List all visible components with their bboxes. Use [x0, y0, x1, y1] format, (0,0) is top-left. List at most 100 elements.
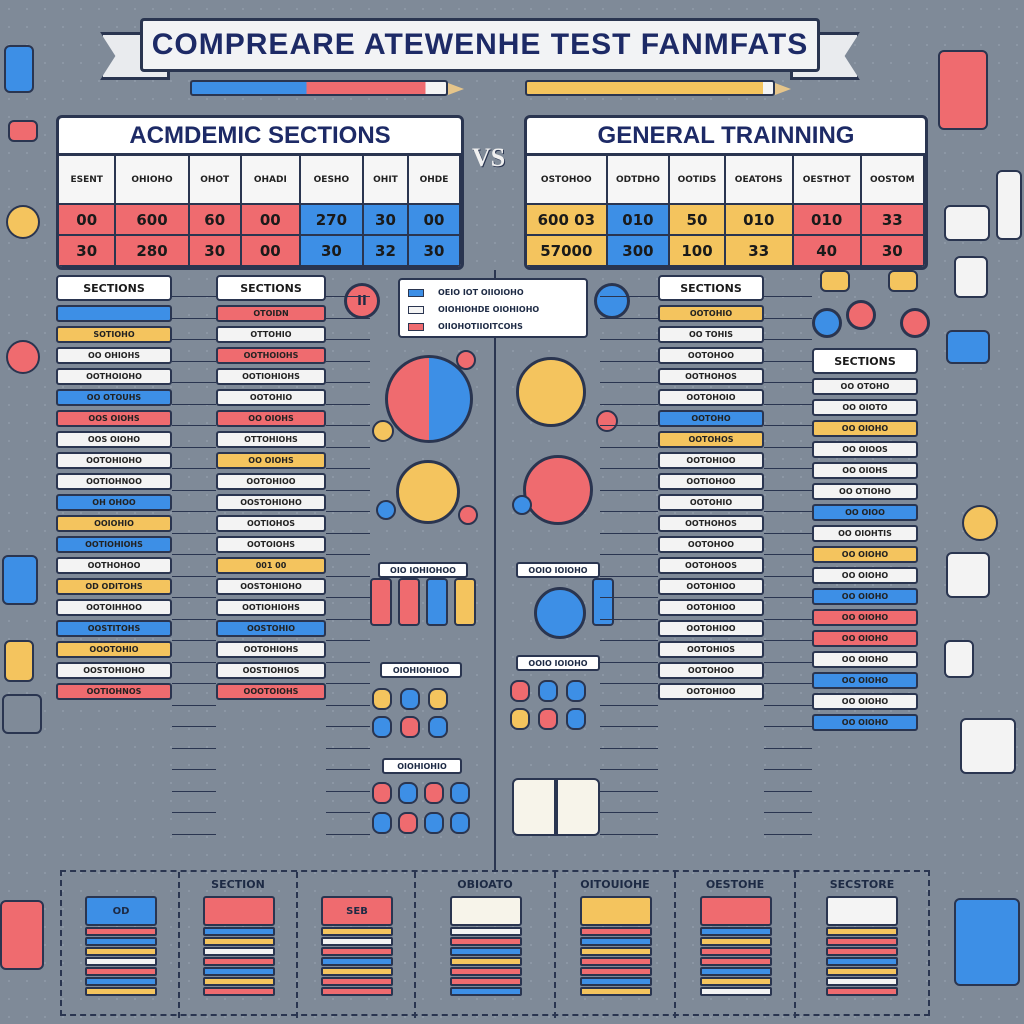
connector-line: [172, 317, 216, 319]
connector-line: [326, 769, 370, 770]
open-book-icon: [512, 778, 600, 840]
chip-icon: [428, 716, 448, 738]
section-row: OO OIOHO: [812, 714, 918, 731]
book-spine: [203, 967, 275, 976]
connector-line: [326, 317, 370, 319]
book-cover: [700, 896, 772, 926]
book-spine: [85, 967, 157, 976]
document-icon: [946, 552, 990, 598]
connector-line: [764, 597, 812, 598]
connector-line: [172, 511, 216, 512]
connector-line: [326, 726, 370, 727]
connector-line: [600, 812, 658, 813]
connector-line: [600, 618, 658, 620]
connector-line: [600, 511, 658, 512]
legend-box: OEIO IOT OIIOIOHO OIOHIOHDE OIOHIOHO OIIOH…: [398, 278, 588, 338]
gear-icon: [523, 455, 593, 525]
book-spine: [203, 987, 275, 996]
section-row: OOSTIOHIOS: [216, 662, 326, 679]
table-cell: 010: [724, 204, 794, 236]
table-cell: 33: [724, 235, 794, 267]
title-band: COMPREARE ATEWENHE TEST FANMFATS: [140, 18, 820, 72]
column-header: OESTHOT: [792, 156, 862, 205]
book-spine: [826, 927, 898, 936]
column-head: SECTIONS: [56, 275, 172, 301]
section-row: OH OHOO: [56, 494, 172, 511]
connector-line: [764, 296, 812, 297]
book-spine: [321, 947, 393, 956]
connector-line: [764, 532, 812, 534]
column-header: OHADI: [240, 156, 301, 205]
academic-sections-column-2: SECTIONS OTOIDN OTTOHIO OOTHOIOHS OOTIOHIOHS…: [216, 275, 326, 704]
connector-line: [764, 511, 812, 512]
section-row: OOTOHIOO: [658, 683, 764, 700]
connector-line: [600, 339, 658, 340]
book-spine: [203, 977, 275, 986]
bottom-cell-label: OITOUIOHE: [580, 878, 650, 891]
connector-line: [600, 683, 658, 684]
book-spine: [450, 937, 522, 946]
bottom-cell-label: SECTION: [211, 878, 265, 891]
academic-table: ESENT OHIOHO OHOT OHADI OESHO OHIT OHDE 00 600 6…: [59, 156, 461, 267]
sticky-note-icon: [820, 270, 850, 292]
bottom-cell: OESTOHE: [676, 872, 796, 1018]
document-icon: [996, 170, 1022, 240]
book-spine: [450, 967, 522, 976]
section-row: OOTHOHOS: [658, 368, 764, 385]
table-cell: 30: [860, 235, 925, 267]
connector-line: [764, 317, 812, 319]
connector-line: [172, 704, 216, 706]
section-row: OO OIOHO: [812, 630, 918, 647]
section-row: OOTIOHOS: [216, 515, 326, 532]
table-cell: 00: [240, 204, 301, 236]
book-spine: [826, 937, 898, 946]
connector-line: [600, 296, 658, 297]
connector-line: [764, 446, 812, 448]
column-header: ODTDHO: [606, 156, 671, 205]
bottom-cell: OITOUIOHE: [556, 872, 676, 1018]
bottom-panel: OD SECTION SEB OBIOATO OITOUIOHE OESTOHE SECST…: [60, 870, 930, 1018]
book-spine: [700, 947, 772, 956]
book-spine: [450, 957, 522, 966]
legend-swatch: [408, 305, 424, 314]
connector-line: [172, 382, 216, 383]
connector-line: [326, 446, 370, 448]
book-spine: [580, 957, 652, 966]
table-cell: 600: [115, 204, 190, 236]
section-row: OO OIOO: [812, 504, 918, 521]
connector-line: [764, 704, 812, 706]
book-cover: [826, 896, 898, 926]
book-cover: SEB: [321, 896, 393, 926]
connector-line: [326, 382, 370, 383]
book-cover: OD: [85, 896, 157, 926]
connector-line: [326, 339, 370, 340]
book-spine: [203, 937, 275, 946]
column-header: OOSTOM: [860, 156, 925, 205]
connector-line: [764, 640, 812, 641]
connector-line: [600, 489, 658, 491]
connector-line: [326, 597, 370, 598]
section-row: OOTOHIOHO: [56, 452, 172, 469]
chip-icon: [450, 812, 470, 834]
connector-line: [326, 532, 370, 534]
phone-icon: [938, 50, 988, 130]
card-icon: [370, 578, 392, 626]
red-badge-icon: II: [344, 283, 380, 319]
book-spine: [700, 927, 772, 936]
card-icon: [454, 578, 476, 626]
avatar: [6, 205, 40, 239]
general-sections-column-1: SECTIONS OOTOHIO OO TOHIS OOTOHOO OOTHOHOS OO…: [658, 275, 764, 704]
section-row: OO OHIOHS: [56, 347, 172, 364]
books-stack-icon: [954, 898, 1020, 986]
connector-line: [172, 597, 216, 598]
section-row: OO OIOHO: [812, 672, 918, 689]
table-cell: 00: [407, 204, 461, 236]
section-row: OTTOHIOHS: [216, 431, 326, 448]
section-row: OOTOHIO: [658, 494, 764, 511]
connector-line: [326, 360, 370, 362]
connector-line: [172, 661, 216, 663]
flower-icon: [456, 350, 476, 370]
red-badge-icon: [846, 300, 876, 330]
legend-label: OIIOHOTIIOITCOHS: [438, 322, 523, 331]
chip-icon: [400, 688, 420, 710]
